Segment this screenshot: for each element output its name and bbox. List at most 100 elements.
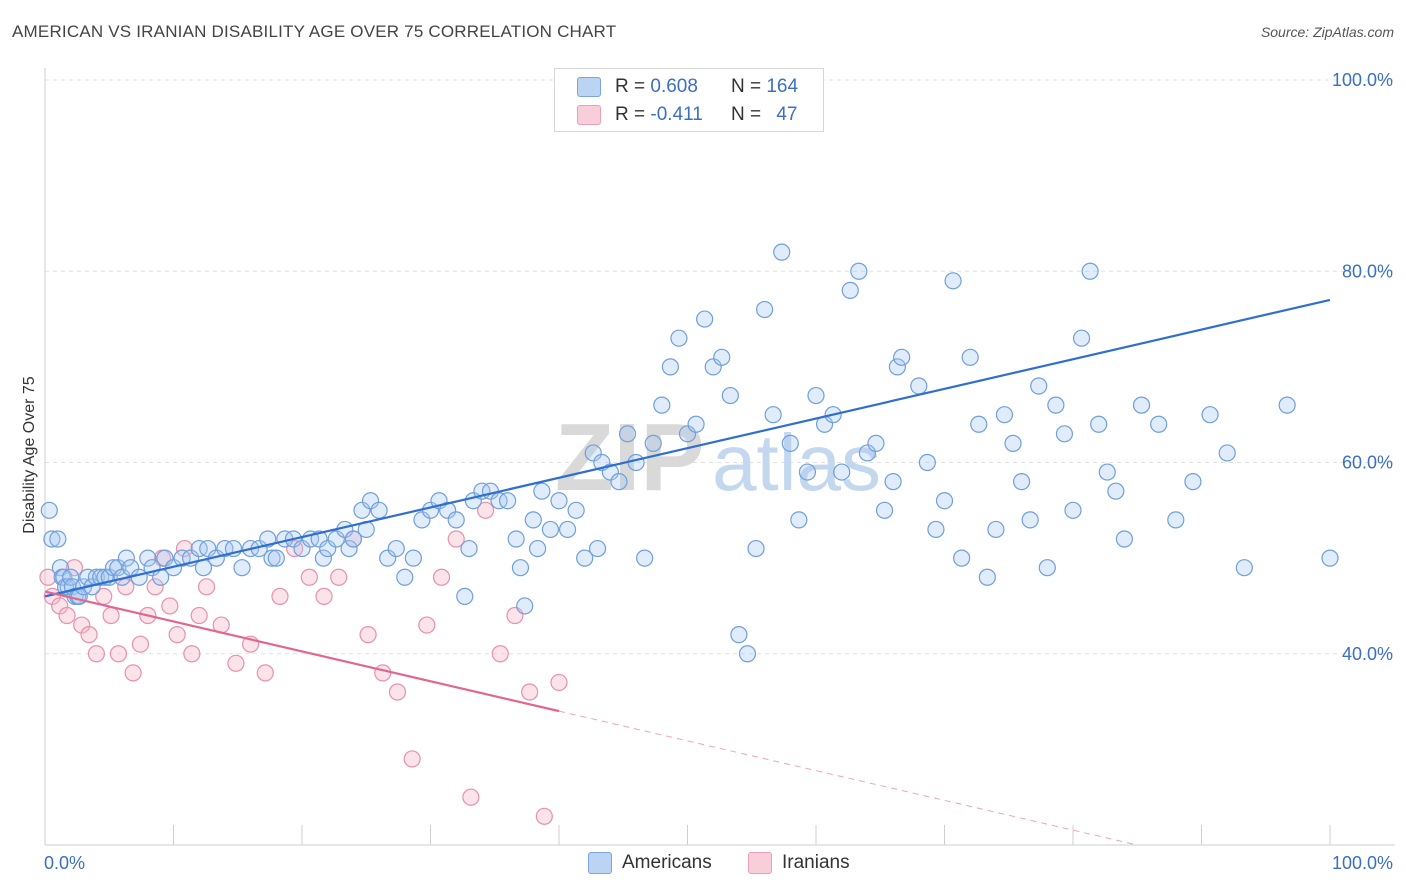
iranian-point (418, 616, 436, 634)
legend-r-value: -0.411 (650, 104, 703, 125)
bottom-legend-label: Iranians (782, 852, 850, 873)
iranian-point (535, 807, 553, 825)
american-point (755, 300, 774, 319)
american-point (233, 559, 251, 577)
american-point (807, 386, 825, 405)
american-point (953, 549, 971, 567)
axes (44, 68, 1395, 846)
american-point (109, 559, 127, 577)
watermark-atlas: atlas (712, 418, 881, 507)
iranian-point (300, 568, 318, 586)
americans-trendline (44, 298, 1331, 598)
iranian-point (190, 606, 208, 625)
american-point (627, 453, 645, 472)
y-tick-label: 100.0% (1332, 70, 1393, 90)
american-point (893, 348, 911, 366)
american-point (696, 310, 714, 328)
american-point (558, 520, 577, 539)
american-point (1218, 444, 1236, 462)
american-point (927, 520, 945, 539)
american-point (588, 539, 607, 558)
american-point (1090, 415, 1108, 433)
american-point (370, 501, 388, 519)
iranian-point (124, 664, 142, 682)
american-point (1055, 425, 1074, 443)
legend-r-value: 0.608 (650, 76, 698, 97)
iranian-point (80, 626, 98, 644)
bottom-legend-iranians: Iranians (748, 852, 850, 874)
american-point (884, 473, 902, 491)
iranian-point (109, 645, 128, 663)
american-point (798, 463, 817, 481)
american-point (267, 549, 285, 567)
american-point (618, 425, 637, 443)
iranian-point (183, 645, 201, 663)
legend: R = 0.608 N = 164 R = -0.411 N = 47 (554, 68, 824, 132)
american-point (139, 549, 157, 567)
american-point (1021, 511, 1039, 529)
american-point (1201, 406, 1219, 424)
american-point (1064, 501, 1082, 519)
iranian-point (330, 568, 348, 586)
american-point (875, 501, 894, 519)
iranian-point (476, 501, 495, 519)
american-point (661, 358, 679, 376)
iranians-swatch (748, 852, 772, 874)
legend-n-value: 47 (776, 104, 798, 125)
chart-title: AMERICAN VS IRANIAN DISABILITY AGE OVER … (12, 22, 617, 41)
legend-n-value: 164 (766, 76, 799, 97)
american-point (1321, 549, 1339, 567)
american-point (353, 501, 371, 519)
american-point (49, 530, 67, 548)
american-point (858, 444, 877, 462)
american-point (263, 549, 281, 567)
american-point (327, 530, 345, 548)
american-point (610, 473, 628, 491)
american-point (576, 549, 594, 567)
y-axis-label: Disability Age Over 75 (21, 376, 38, 534)
iranian-point (131, 635, 150, 653)
iranian-point (161, 597, 179, 615)
american-point (781, 434, 799, 452)
y-tick-label: 80.0% (1342, 261, 1393, 281)
american-point (961, 348, 979, 366)
american-point (541, 520, 560, 539)
legend-r-label: R = (615, 104, 646, 125)
american-point (1038, 559, 1056, 577)
american-point (910, 377, 928, 395)
american-point (199, 539, 217, 558)
american-point (730, 626, 748, 644)
american-point (850, 262, 868, 280)
american-point (636, 549, 654, 567)
iranian-point (315, 587, 333, 605)
americans-swatch (588, 852, 612, 874)
trendlines (44, 298, 1331, 846)
american-point (379, 549, 397, 567)
american-point (670, 329, 688, 347)
legend-r-label: R = (615, 76, 646, 97)
american-point (678, 425, 697, 443)
american-point (1167, 511, 1185, 529)
x-tick-label: 100.0% (1332, 853, 1393, 873)
american-point (841, 281, 859, 299)
iranian-point (491, 645, 509, 663)
american-point (293, 539, 311, 558)
iranian-point (432, 568, 451, 586)
american-point (918, 453, 936, 472)
american-point (601, 463, 620, 481)
x-tick-label: 0.0% (44, 853, 85, 873)
american-point (524, 511, 542, 529)
american-point (1184, 473, 1202, 491)
iranian-point (146, 578, 164, 596)
american-point (460, 539, 478, 558)
american-point (340, 539, 358, 558)
american-point (1235, 559, 1253, 577)
american-point (713, 348, 731, 366)
american-point (387, 539, 405, 558)
americans-swatch (577, 77, 601, 97)
american-point (1098, 463, 1116, 481)
american-point (1115, 530, 1134, 548)
american-point (344, 530, 362, 548)
american-point (584, 444, 602, 462)
